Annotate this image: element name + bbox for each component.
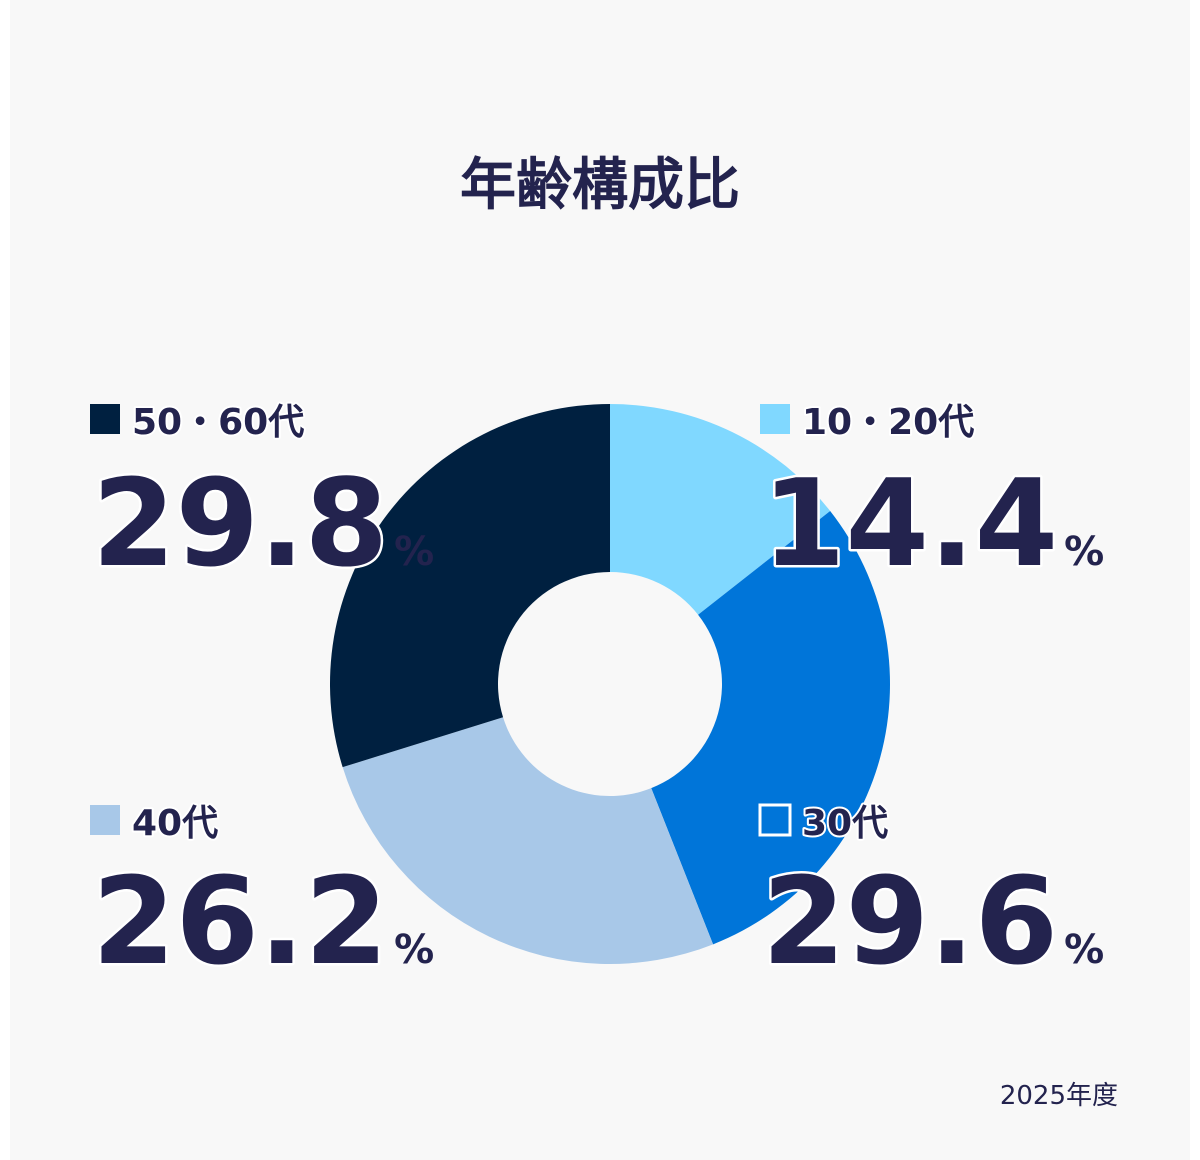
wedge xyxy=(342,717,714,964)
legend-swatch xyxy=(90,805,120,835)
value-unit: % xyxy=(1064,927,1104,973)
value-unit: % xyxy=(1064,529,1104,575)
donut xyxy=(330,404,890,964)
legend-swatch xyxy=(758,803,792,837)
data-label: 29.8% xyxy=(92,455,434,594)
legend-swatch xyxy=(760,404,790,434)
data-label: 26.2% xyxy=(92,853,434,992)
wedge xyxy=(610,404,831,615)
legend-label: 10・20代 xyxy=(802,402,974,443)
chart-title: 年齢構成比 xyxy=(460,153,740,218)
value-label: 26.2 xyxy=(92,853,388,992)
value-unit: % xyxy=(394,529,434,575)
wedge xyxy=(651,510,890,945)
data-label: 29.6% xyxy=(762,853,1104,992)
data-label: 14.4% xyxy=(762,455,1104,594)
value-label: 29.6 xyxy=(762,853,1058,992)
legend-label: 40代 xyxy=(132,803,218,844)
value-label: 29.8 xyxy=(92,455,388,594)
note: 2025年度 xyxy=(1000,1081,1118,1111)
value-unit: % xyxy=(394,927,434,973)
legend-label: 50・60代 xyxy=(132,402,304,443)
value-label: 14.4 xyxy=(762,455,1058,594)
legend-swatch xyxy=(90,404,120,434)
wedge xyxy=(330,404,610,768)
legend-label: 30代 xyxy=(802,803,888,844)
panel xyxy=(10,0,1190,1160)
labels: 10・20代 14.4 % 30代 29.6 % 40代 26.2 % 50・60代 29.8% xyxy=(90,400,1105,995)
